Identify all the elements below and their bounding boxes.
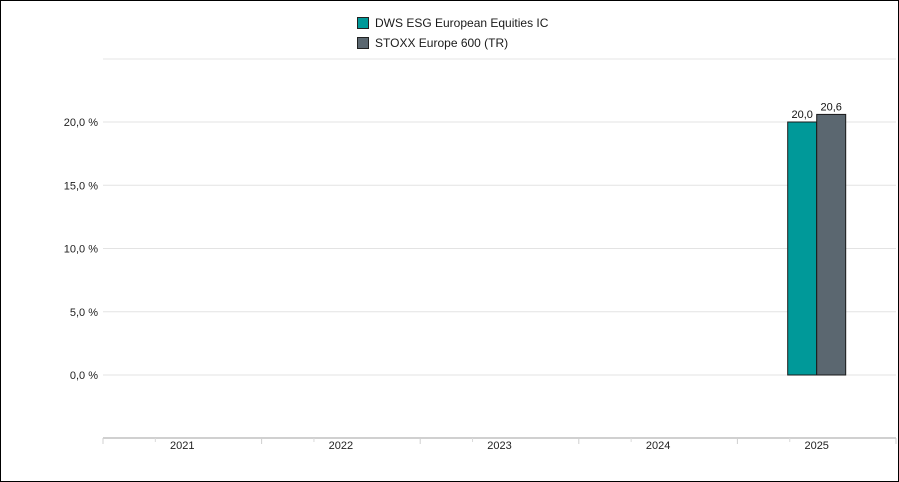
x-tick-label-2: 2023 (487, 440, 511, 452)
x-tick-label-1: 2022 (329, 440, 353, 452)
bar-0-2025 (787, 121, 818, 376)
legend: DWS ESG European Equities IC STOXX Europ… (357, 13, 548, 53)
data-label-0-2025: 20,0 (791, 109, 812, 121)
data-label-1-2025: 20,6 (820, 101, 841, 113)
y-tick-label-2: 10,0 % (64, 244, 98, 256)
legend-item-fund: DWS ESG European Equities IC (357, 13, 548, 33)
legend-swatch-benchmark (357, 37, 369, 49)
y-tick-label-1: 5,0 % (70, 307, 98, 319)
x-tick-label-4: 2025 (804, 440, 828, 452)
legend-label-fund: DWS ESG European Equities IC (375, 16, 549, 30)
bar-1-2025 (816, 113, 847, 376)
y-tick-label-3: 15,0 % (64, 180, 98, 192)
legend-swatch-fund (357, 17, 369, 29)
x-tick-label-3: 2024 (646, 440, 670, 452)
y-tick-label-0: 0,0 % (70, 370, 98, 382)
y-tick-label-4: 20,0 % (64, 117, 98, 129)
x-tick-label-0: 2021 (170, 440, 194, 452)
legend-item-benchmark: STOXX Europe 600 (TR) (357, 33, 548, 53)
legend-label-benchmark: STOXX Europe 600 (TR) (375, 36, 509, 50)
